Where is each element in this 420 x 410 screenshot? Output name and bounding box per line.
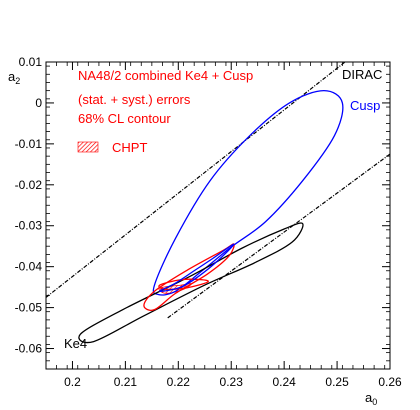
contour-cusp-inner <box>159 243 235 293</box>
contours <box>78 89 344 344</box>
cusp-label: Cusp <box>350 98 380 113</box>
title-line-1: NA48/2 combined Ke4 + Cusp <box>78 68 253 83</box>
x-axis-label: a0 <box>365 390 377 407</box>
dirac-upper-line <box>46 62 346 298</box>
y-axis-ticks: 0.01 0 -0.01 -0.02 -0.03 -0.04 -0.05 -0.06 <box>15 55 390 370</box>
contour-cusp <box>152 89 344 296</box>
y-tick-label: 0.01 <box>19 55 43 69</box>
x-axis-ticks: 0.2 0.21 0.22 0.23 0.24 0.25 0.26 <box>45 62 402 389</box>
y-tick-label: -0.04 <box>15 260 43 274</box>
x-tick-label: 0.23 <box>220 375 244 389</box>
y-axis-label: a2 <box>8 69 20 86</box>
y-tick-label: 0 <box>35 96 42 110</box>
x-tick-label: 0.26 <box>378 375 402 389</box>
y-tick-label: -0.03 <box>15 219 43 233</box>
y-tick-label: -0.05 <box>15 301 43 315</box>
contour-combined <box>143 243 235 311</box>
plot-frame <box>45 61 391 370</box>
title-line-3: 68% CL contour <box>78 111 171 126</box>
x-tick-label: 0.25 <box>325 375 349 389</box>
chpt-legend-label: CHPT <box>112 140 147 155</box>
x-tick-label: 0.22 <box>167 375 191 389</box>
dirac-band <box>46 62 390 319</box>
dirac-lower-line <box>167 153 390 319</box>
ke4-label: Ke4 <box>64 336 87 351</box>
y-tick-label: -0.01 <box>15 137 43 151</box>
chpt-legend-swatch <box>77 141 99 153</box>
y-tick-label: -0.06 <box>15 342 43 356</box>
contour-ke4 <box>78 222 304 344</box>
x-tick-label: 0.21 <box>114 375 138 389</box>
dirac-label: DIRAC <box>342 67 382 82</box>
x-tick-label: 0.24 <box>272 375 296 389</box>
y-tick-label: -0.02 <box>15 178 43 192</box>
x-tick-label: 0.2 <box>64 375 81 389</box>
title-line-2: (stat. + syst.) errors <box>78 92 191 107</box>
